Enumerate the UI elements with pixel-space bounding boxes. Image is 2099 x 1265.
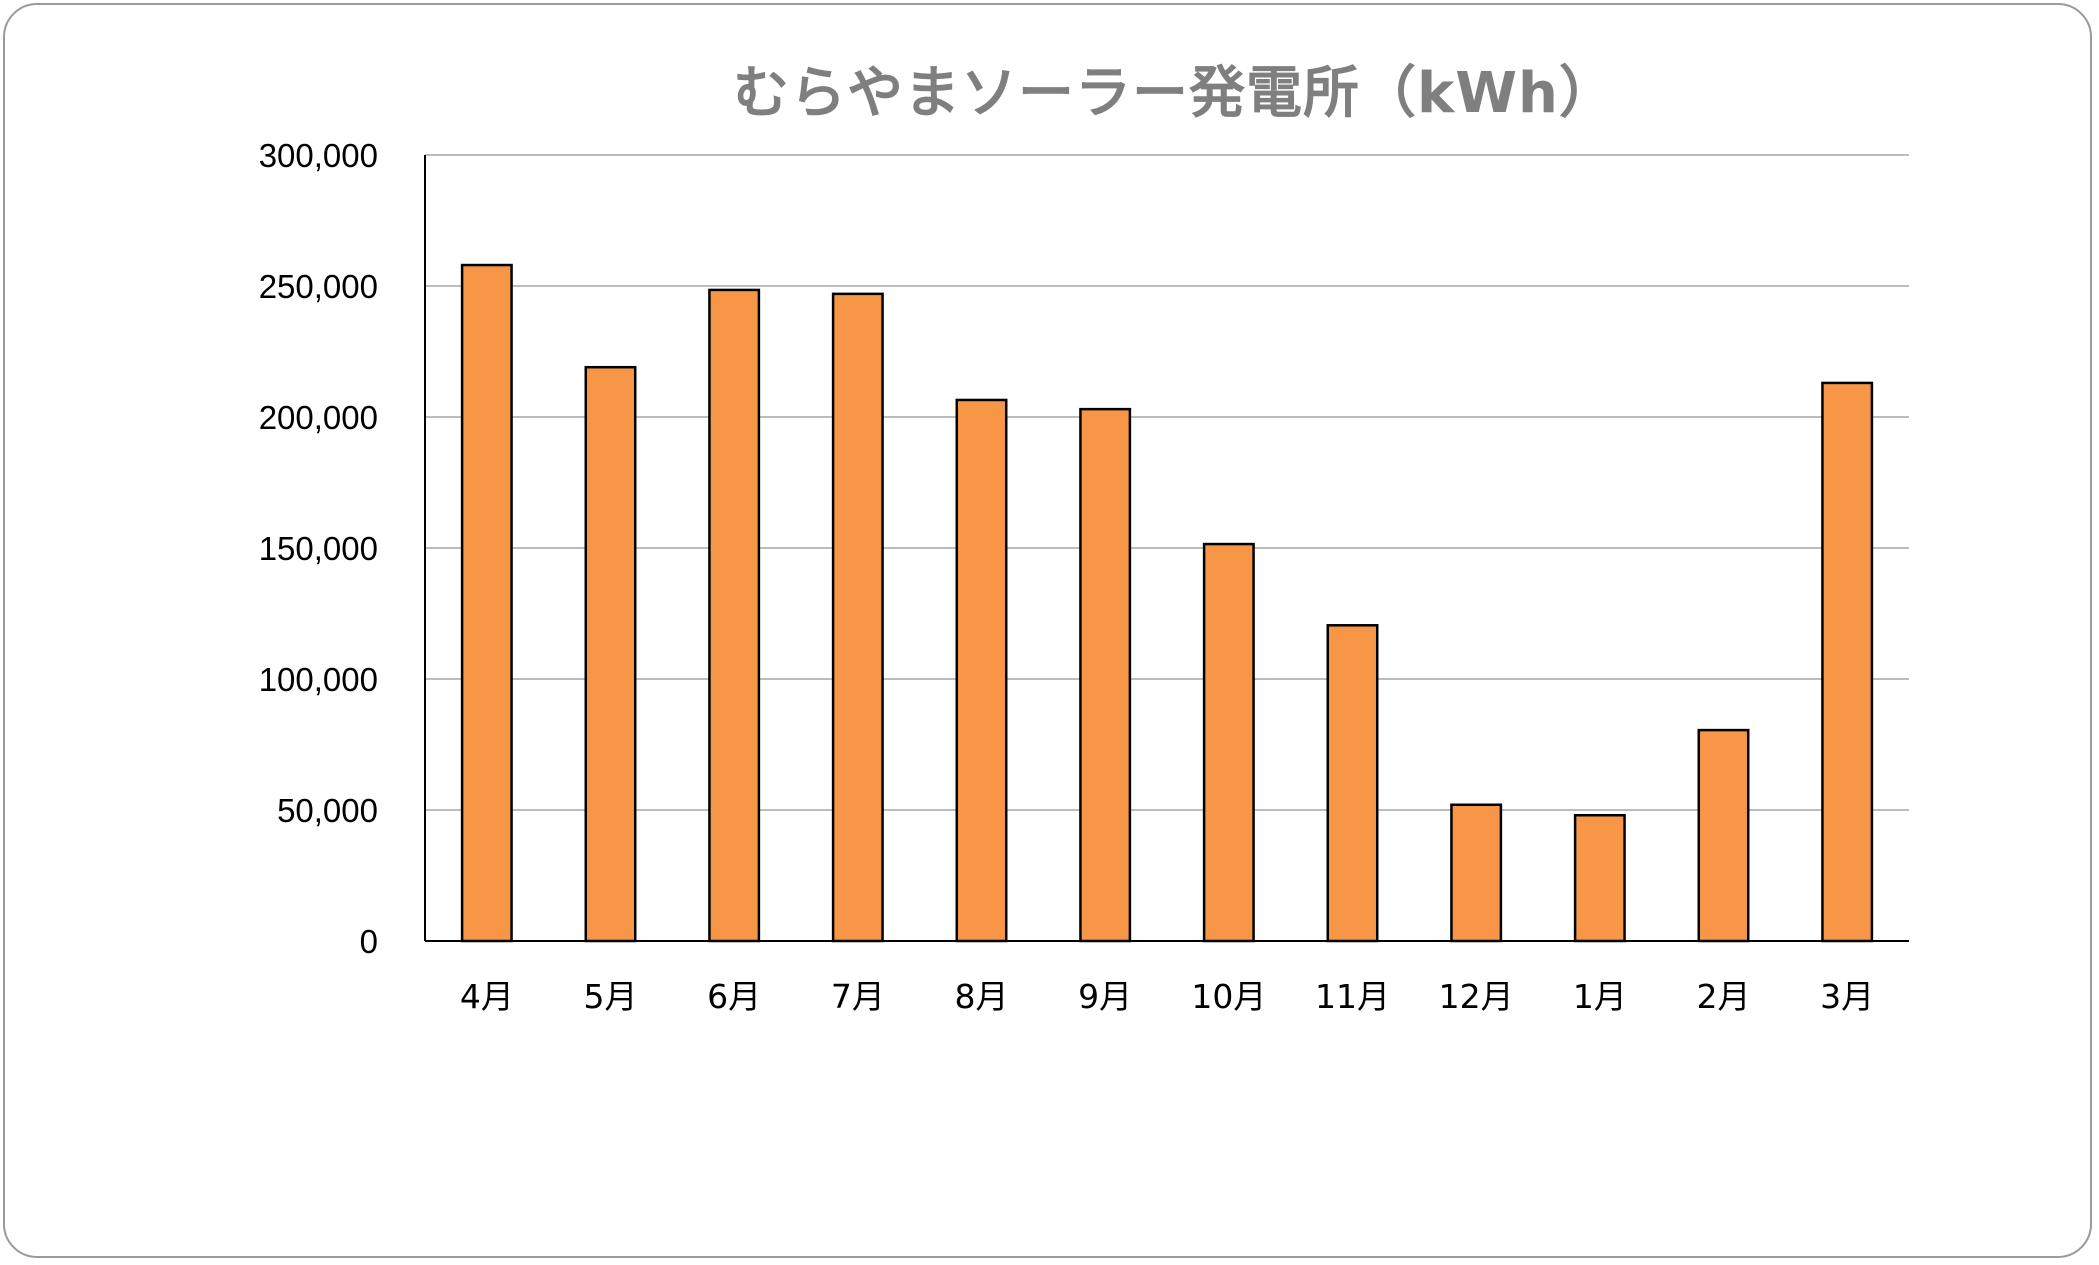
bar — [584, 365, 637, 943]
bars — [460, 263, 1874, 943]
bar — [955, 398, 1008, 943]
y-tick-label: 150,000 — [259, 530, 378, 567]
x-category-label: 3月 — [1820, 977, 1874, 1016]
bar — [1079, 407, 1132, 943]
y-tick-label: 200,000 — [259, 399, 378, 436]
x-category-label: 11月 — [1315, 977, 1390, 1016]
bar — [460, 263, 513, 943]
y-tick-label: 300,000 — [259, 137, 378, 174]
bar — [1450, 803, 1503, 943]
bar — [1202, 542, 1255, 943]
chart-title: むらやまソーラー発電所（kWh） — [733, 61, 1616, 126]
x-category-labels: 4月 5月 6月 7月 8月 9月 10月 11月 12月 1月 2月 3月 — [460, 977, 1874, 1016]
bar — [708, 288, 761, 943]
x-category-label: 1月 — [1573, 977, 1627, 1016]
x-category-label: 5月 — [584, 977, 638, 1016]
bar — [1821, 381, 1874, 943]
x-category-label: 6月 — [707, 977, 761, 1016]
x-category-label: 2月 — [1697, 977, 1751, 1016]
gridlines — [425, 154, 1909, 811]
x-category-label: 9月 — [1078, 977, 1132, 1016]
bar — [1573, 813, 1626, 943]
axes — [424, 155, 1909, 942]
y-tick-label: 250,000 — [259, 268, 378, 305]
y-tick-labels: 0 50,000 100,000 150,000 200,000 250,000 300,0… — [259, 137, 378, 960]
x-category-label: 7月 — [831, 977, 885, 1016]
x-category-label: 10月 — [1191, 977, 1266, 1016]
y-tick-label: 100,000 — [259, 661, 378, 698]
x-category-label: 4月 — [460, 977, 514, 1016]
bar — [831, 292, 884, 943]
y-tick-label: 0 — [360, 923, 378, 960]
chart-frame — [3, 3, 2092, 1258]
bar — [1697, 728, 1750, 943]
x-category-label: 12月 — [1439, 977, 1514, 1016]
x-category-label: 8月 — [955, 977, 1009, 1016]
bar — [1326, 624, 1379, 943]
y-tick-label: 50,000 — [277, 792, 378, 829]
